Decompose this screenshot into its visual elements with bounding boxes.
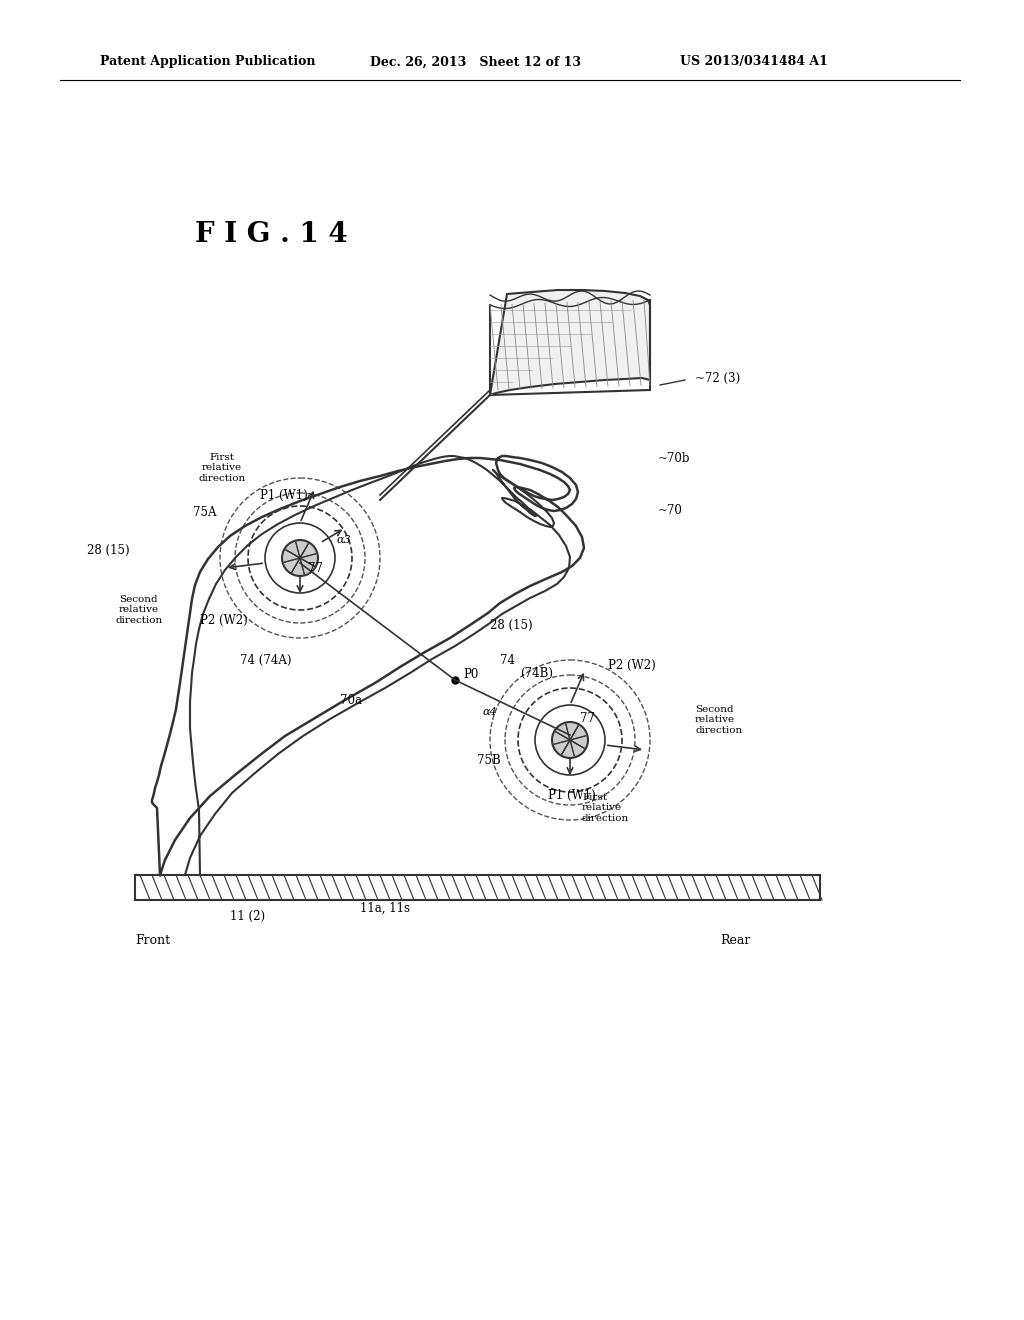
Text: 74 (74A): 74 (74A) bbox=[240, 653, 292, 667]
Text: P2 (W2): P2 (W2) bbox=[200, 614, 248, 627]
Text: 11a, 11s: 11a, 11s bbox=[360, 902, 410, 915]
Text: ~70b: ~70b bbox=[658, 451, 690, 465]
Text: ~70: ~70 bbox=[658, 503, 683, 516]
Text: 75B: 75B bbox=[477, 754, 501, 767]
Text: Second
relative
direction: Second relative direction bbox=[115, 595, 162, 624]
Text: Rear: Rear bbox=[720, 933, 751, 946]
Text: (74B): (74B) bbox=[520, 667, 553, 680]
Text: 75A: 75A bbox=[193, 507, 216, 520]
Text: 28 (15): 28 (15) bbox=[490, 619, 532, 631]
Text: α3: α3 bbox=[337, 535, 351, 545]
Text: 77: 77 bbox=[580, 711, 595, 725]
Text: First
relative
direction: First relative direction bbox=[199, 453, 246, 483]
Text: P0: P0 bbox=[463, 668, 478, 681]
Text: Front: Front bbox=[135, 933, 170, 946]
Text: 70a: 70a bbox=[340, 693, 362, 706]
Text: P1 (W1): P1 (W1) bbox=[548, 788, 596, 801]
Circle shape bbox=[282, 540, 318, 576]
Text: P2 (W2): P2 (W2) bbox=[608, 659, 655, 672]
Text: US 2013/0341484 A1: US 2013/0341484 A1 bbox=[680, 55, 827, 69]
Text: 77: 77 bbox=[308, 561, 323, 574]
Text: Patent Application Publication: Patent Application Publication bbox=[100, 55, 315, 69]
Text: α4: α4 bbox=[483, 708, 498, 717]
Text: Dec. 26, 2013   Sheet 12 of 13: Dec. 26, 2013 Sheet 12 of 13 bbox=[370, 55, 581, 69]
Text: ~72 (3): ~72 (3) bbox=[695, 371, 740, 384]
Polygon shape bbox=[490, 290, 650, 395]
Text: 74: 74 bbox=[500, 653, 515, 667]
Circle shape bbox=[552, 722, 588, 758]
Text: Second
relative
direction: Second relative direction bbox=[695, 705, 742, 735]
Text: First
relative
direction: First relative direction bbox=[582, 793, 630, 822]
Text: F I G . 1 4: F I G . 1 4 bbox=[195, 222, 347, 248]
Text: 28 (15): 28 (15) bbox=[87, 544, 130, 557]
Text: P1 (W1): P1 (W1) bbox=[260, 488, 308, 502]
Text: 11 (2): 11 (2) bbox=[230, 909, 265, 923]
